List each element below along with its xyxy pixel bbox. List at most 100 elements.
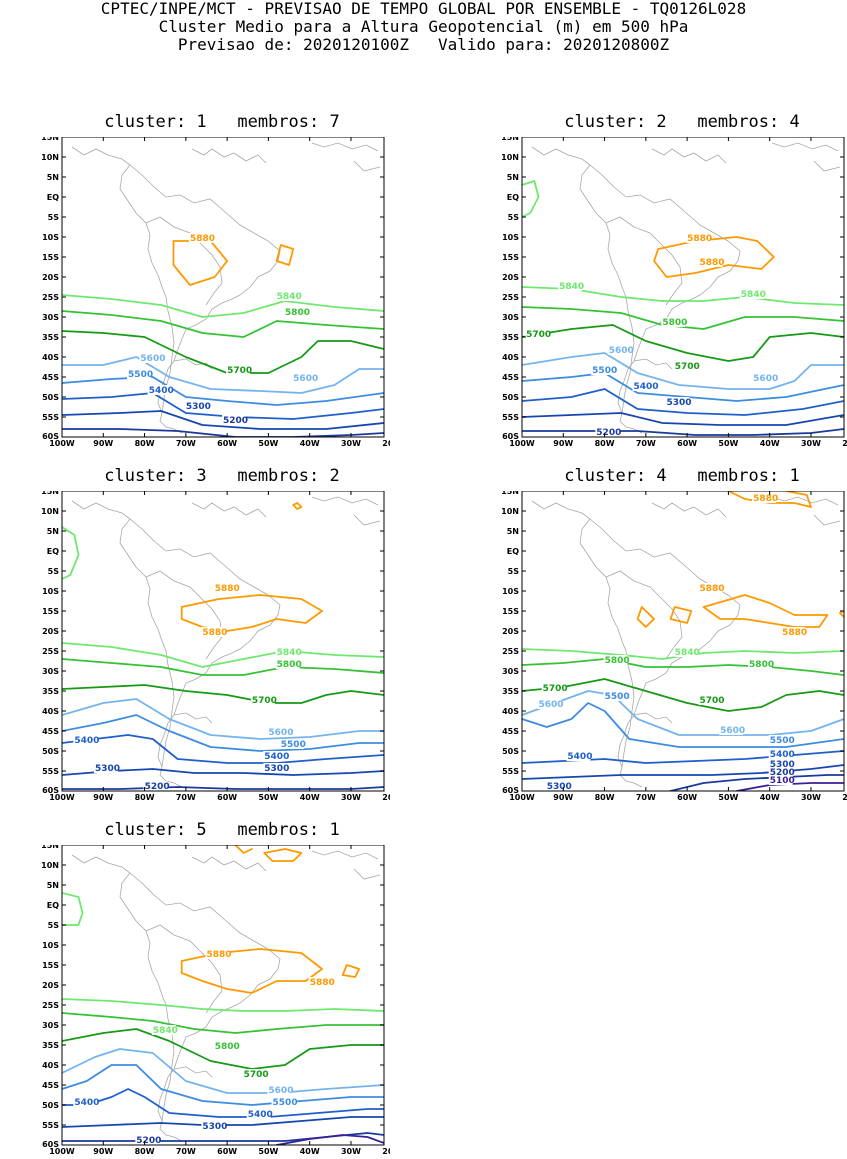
lat-tick-label: 15N (501, 491, 519, 496)
lon-tick-label: 90W (93, 439, 113, 448)
lat-tick-label: 30S (42, 1021, 59, 1030)
panel-title: cluster: 5 membros: 1 (104, 820, 340, 840)
lat-tick-label: 10N (501, 507, 519, 516)
lat-tick-label: 10N (41, 507, 59, 516)
lat-tick-label: 40S (42, 707, 59, 716)
lon-tick-label: 70W (176, 793, 196, 802)
lat-tick-label: 20S (42, 273, 59, 282)
lat-tick-label: 15S (502, 253, 519, 262)
contour-label: 5880 (782, 628, 807, 638)
contour-label: 5700 (526, 330, 551, 340)
contour-5880 (292, 502, 303, 510)
lat-tick-label: 55S (42, 767, 59, 776)
contour-5840 (62, 526, 80, 580)
contour-5880 (275, 244, 295, 266)
map-frame (61, 845, 385, 1146)
lat-tick-label: 60S (502, 786, 519, 795)
lon-tick-label: 80W (135, 1147, 155, 1156)
map-frame (521, 491, 845, 792)
contour-5200 (522, 428, 844, 436)
contour-label: 5500 (605, 692, 630, 702)
contour-label: 5200 (136, 1136, 161, 1146)
lat-tick-label: 10N (41, 861, 59, 870)
lat-tick-label: 40S (42, 353, 59, 362)
lat-tick-label: 55S (502, 767, 519, 776)
header-dates: Previsao de: 2020120100Z Valido para: 20… (177, 35, 670, 54)
contour-5600 (62, 698, 384, 740)
contour-label: 5800 (277, 660, 302, 670)
contour-5700 (62, 684, 384, 704)
contour-label: 5800 (215, 1042, 240, 1052)
contour-label: 5880 (700, 584, 725, 594)
coastline (531, 142, 841, 434)
contour-5700 (522, 324, 844, 362)
contour-5600 (62, 356, 384, 394)
contour-5880 (653, 236, 775, 278)
contour-label: 5300 (770, 760, 795, 770)
contour-label: 5400 (567, 752, 592, 762)
lat-tick-label: 50S (42, 393, 59, 402)
lon-tick-label: 90W (553, 793, 573, 802)
lat-tick-label: 40S (502, 707, 519, 716)
contour-5880 (263, 848, 303, 862)
lon-tick-label: 80W (595, 439, 615, 448)
lon-tick-label: 60W (217, 1147, 237, 1156)
lat-tick-label: 30S (502, 313, 519, 322)
contour-label: 5400 (149, 386, 174, 396)
contour-5700 (62, 330, 384, 374)
lat-tick-label: 10S (42, 587, 59, 596)
contour-label: 5700 (543, 684, 568, 694)
lon-tick-label: 50W (258, 1147, 278, 1156)
contour-label: 5400 (264, 752, 289, 762)
lat-tick-label: EQ (507, 193, 519, 202)
contour-label: 5100 (770, 776, 795, 786)
panel-title: cluster: 4 membros: 1 (564, 466, 800, 486)
contour-label: 5800 (662, 318, 687, 328)
lat-tick-label: 5S (48, 921, 60, 930)
lon-tick-label: 90W (553, 439, 573, 448)
contour-label: 5500 (128, 370, 153, 380)
contour-5840 (62, 642, 384, 668)
contour-5100 (275, 1134, 384, 1145)
lon-tick-label: 100W (49, 1147, 75, 1156)
contour-label: 5700 (244, 1070, 269, 1080)
contour-label: 5800 (285, 308, 310, 318)
lat-tick-label: 45S (502, 373, 519, 382)
contour-5300 (62, 410, 384, 430)
contour-label: 5500 (281, 740, 306, 750)
lon-tick-label: 20W (382, 439, 390, 448)
lat-tick-label: 25S (42, 647, 59, 656)
contour-5200 (62, 1132, 384, 1142)
contour-5200 (62, 428, 384, 437)
lat-tick-label: 5S (48, 213, 60, 222)
contour-label: 5500 (770, 736, 795, 746)
contour-label: 5300 (666, 398, 691, 408)
lat-tick-label: 5N (507, 527, 519, 536)
lon-tick-label: 80W (135, 793, 155, 802)
contour-label: 5300 (202, 1122, 227, 1132)
contour-label: 5880 (206, 950, 231, 960)
contour-label: 5880 (215, 584, 240, 594)
contour-label: 5880 (753, 494, 778, 504)
lon-tick-label: 40W (300, 1147, 320, 1156)
contour-5880 (234, 845, 253, 854)
lon-tick-label: 30W (801, 793, 821, 802)
lat-tick-label: 15S (42, 253, 59, 262)
lon-tick-label: 30W (341, 1147, 361, 1156)
contour-label: 5700 (700, 696, 725, 706)
lat-tick-label: 35S (502, 333, 519, 342)
lat-tick-label: 15S (42, 961, 59, 970)
contour-label: 5400 (770, 750, 795, 760)
contour-5300 (522, 412, 844, 426)
contour-5300 (522, 764, 844, 780)
contour-5500 (522, 372, 844, 402)
contour-label: 5200 (596, 428, 621, 438)
contour-label: 5880 (202, 628, 227, 638)
contour-label: 5600 (720, 726, 745, 736)
contour-5840 (62, 998, 384, 1012)
lat-tick-label: 20S (502, 273, 519, 282)
contour-label: 5880 (310, 978, 335, 988)
contour-label: 5300 (547, 782, 572, 792)
contour-map-panel: 5880 5880 5880 5840 5800 5800 5700 5700 5600 5600… (501, 491, 847, 802)
contour-label: 5840 (277, 648, 302, 658)
